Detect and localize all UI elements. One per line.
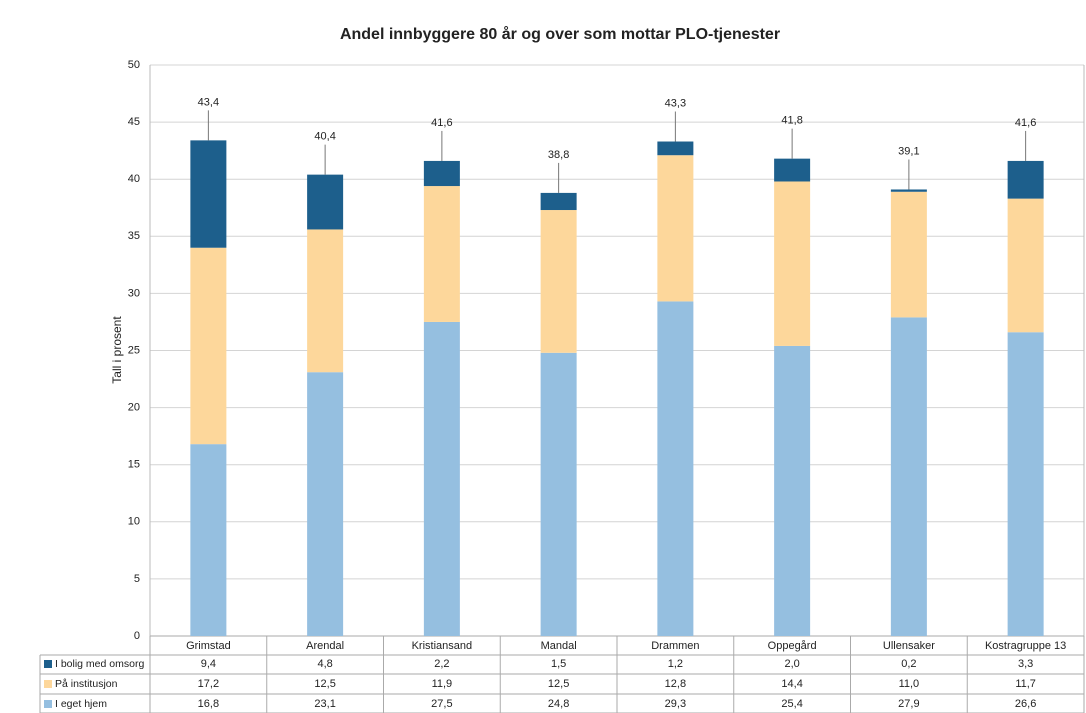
table-cell: 2,2 bbox=[434, 658, 449, 670]
table-cell: 27,5 bbox=[431, 698, 452, 710]
total-label: 43,3 bbox=[665, 97, 686, 109]
bar-segment bbox=[890, 189, 927, 192]
y-tick-label: 20 bbox=[128, 402, 140, 414]
bar-segment bbox=[190, 444, 227, 636]
y-tick-label: 30 bbox=[128, 287, 140, 299]
total-label: 40,4 bbox=[314, 131, 335, 143]
table-cell: 11,9 bbox=[432, 678, 453, 690]
table-cell: 12,8 bbox=[665, 678, 686, 690]
legend-swatch bbox=[44, 700, 52, 708]
table-cell: 29,3 bbox=[665, 698, 686, 710]
legend-label: På institusjon bbox=[55, 678, 118, 690]
table-cell: 25,4 bbox=[781, 698, 802, 710]
x-tick-label: Kristiansand bbox=[412, 640, 473, 652]
bar-segment bbox=[774, 158, 811, 182]
table-cell: 0,2 bbox=[901, 658, 916, 670]
x-tick-label: Grimstad bbox=[186, 640, 231, 652]
bar-segment bbox=[540, 210, 577, 353]
bar-segment bbox=[774, 181, 811, 346]
bar-segment bbox=[423, 160, 460, 187]
total-label: 41,6 bbox=[1015, 117, 1036, 129]
legend-swatch bbox=[44, 680, 52, 688]
table-cell: 12,5 bbox=[548, 678, 569, 690]
total-label: 39,1 bbox=[898, 145, 919, 157]
bar-segment bbox=[307, 174, 344, 230]
bar-segment bbox=[1007, 160, 1044, 199]
table-cell: 17,2 bbox=[198, 678, 219, 690]
chart-title: Andel innbyggere 80 år og over som motta… bbox=[340, 25, 780, 43]
legend-label: I bolig med omsorg bbox=[55, 658, 144, 670]
bar-segment bbox=[190, 247, 227, 445]
bar-segment bbox=[890, 191, 927, 318]
table-cell: 3,3 bbox=[1018, 658, 1033, 670]
y-tick-label: 25 bbox=[128, 344, 140, 356]
table-cell: 12,5 bbox=[314, 678, 335, 690]
bar-segment bbox=[890, 317, 927, 636]
table-cell: 2,0 bbox=[784, 658, 799, 670]
table-cell: 26,6 bbox=[1015, 698, 1036, 710]
y-tick-label: 40 bbox=[128, 173, 140, 185]
total-label: 38,8 bbox=[548, 149, 569, 161]
table-cell: 9,4 bbox=[201, 658, 216, 670]
total-label: 43,4 bbox=[198, 96, 219, 108]
table-cell: 1,2 bbox=[668, 658, 683, 670]
table-cell: 27,9 bbox=[898, 698, 919, 710]
bar-segment bbox=[307, 229, 344, 373]
x-tick-label: Kostragruppe 13 bbox=[985, 640, 1066, 652]
y-axis-label: Tall i prosent bbox=[110, 316, 124, 384]
x-tick-label: Oppegård bbox=[768, 640, 817, 652]
y-tick-label: 5 bbox=[134, 573, 140, 585]
total-label: 41,8 bbox=[781, 115, 802, 127]
table-cell: 14,4 bbox=[781, 678, 802, 690]
y-tick-label: 50 bbox=[128, 59, 140, 71]
bar-segment bbox=[1007, 332, 1044, 636]
legend-label: I eget hjem bbox=[55, 698, 107, 710]
x-tick-label: Ullensaker bbox=[883, 640, 935, 652]
table-cell: 16,8 bbox=[198, 698, 219, 710]
x-tick-label: Mandal bbox=[541, 640, 577, 652]
x-tick-label: Drammen bbox=[651, 640, 699, 652]
bar-segment bbox=[657, 141, 694, 156]
table-cell: 1,5 bbox=[551, 658, 566, 670]
table-cell: 11,7 bbox=[1015, 678, 1036, 690]
y-tick-label: 45 bbox=[128, 116, 140, 128]
bar-segment bbox=[774, 345, 811, 636]
y-tick-label: 35 bbox=[128, 230, 140, 242]
bar-segment bbox=[657, 301, 694, 636]
bar-segment bbox=[307, 372, 344, 636]
table-cell: 4,8 bbox=[317, 658, 332, 670]
bar-segment bbox=[540, 352, 577, 636]
total-label: 41,6 bbox=[431, 117, 452, 129]
bar-segment bbox=[423, 186, 460, 322]
table-cell: 24,8 bbox=[548, 698, 569, 710]
y-tick-label: 0 bbox=[134, 630, 140, 642]
table-cell: 11,0 bbox=[899, 678, 920, 690]
bar-segment bbox=[1007, 198, 1044, 333]
bar-segment bbox=[423, 321, 460, 636]
bar-segment bbox=[540, 192, 577, 211]
legend-swatch bbox=[44, 660, 52, 668]
x-tick-label: Arendal bbox=[306, 640, 344, 652]
bar-segment bbox=[657, 155, 694, 302]
y-tick-label: 10 bbox=[128, 516, 140, 528]
y-tick-label: 15 bbox=[128, 459, 140, 471]
table-cell: 23,1 bbox=[314, 698, 335, 710]
bar-segment bbox=[190, 140, 227, 248]
